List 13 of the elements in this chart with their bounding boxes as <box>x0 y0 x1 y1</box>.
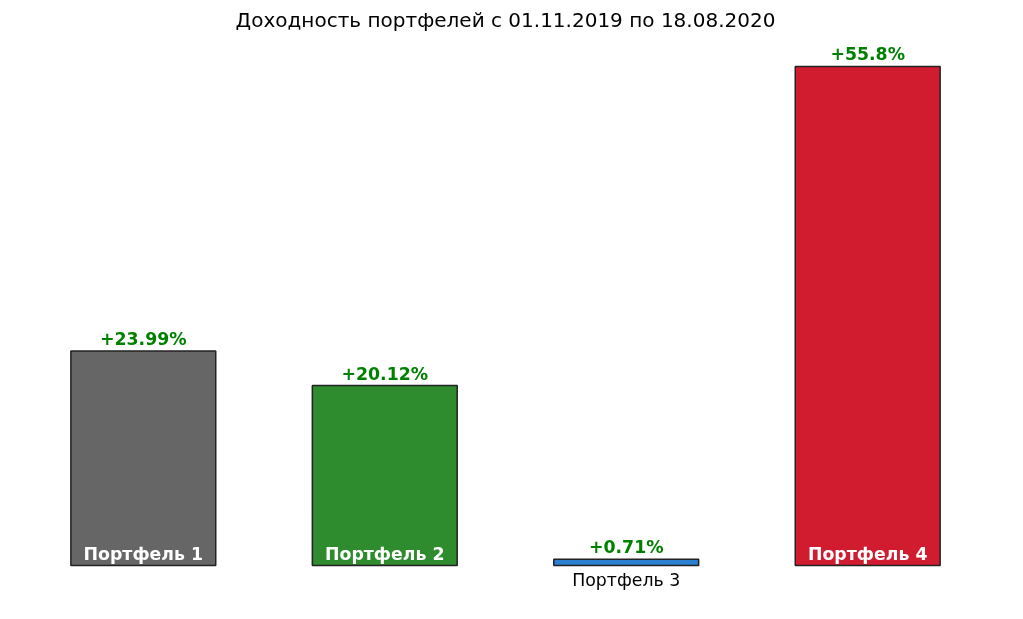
x-tick-label: Портфель 1 <box>83 543 204 564</box>
bar <box>794 65 941 567</box>
x-tick-label: Портфель 3 <box>572 569 681 590</box>
x-tick-label: Портфель 2 <box>325 543 445 564</box>
x-tick-label: Портфель 4 <box>807 543 928 564</box>
bar <box>70 350 217 567</box>
data-label: +23.99% <box>99 328 187 349</box>
data-label: +55.8% <box>830 44 906 65</box>
bar <box>553 558 700 567</box>
data-label: +20.12% <box>341 363 429 384</box>
data-label: +0.71% <box>588 537 664 558</box>
chart-title: Доходность портфелей с 01.11.2019 по 18.08.2020 <box>235 7 776 32</box>
bar <box>311 384 458 567</box>
